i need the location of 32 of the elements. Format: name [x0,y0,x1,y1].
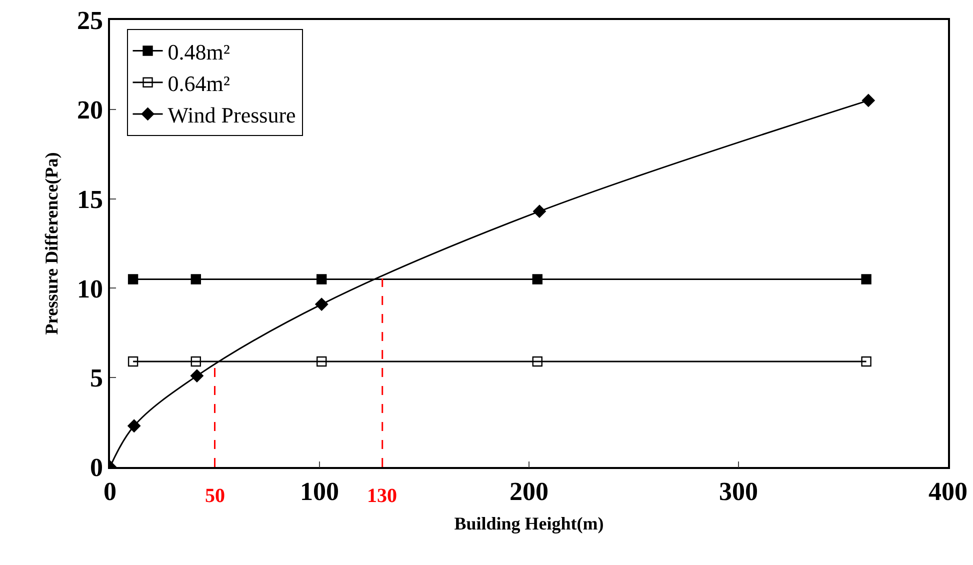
point [533,204,546,218]
point [861,274,872,284]
point [128,419,141,432]
point [315,298,328,311]
y-axis-title: Pressure Difference(Pa) [42,152,62,335]
x-axis-title: Building Height(m) [454,514,604,534]
legend-label: Wind Pressure [168,102,296,128]
ref-line-label: 130 [367,485,397,507]
point [316,274,327,284]
point [862,94,875,107]
point [532,274,542,284]
point [190,274,201,284]
point [532,356,542,367]
y-tick-label: 0 [90,453,104,482]
ref-line-label: 50 [205,485,225,507]
y-tick-label: 25 [77,6,104,36]
x-tick-label: 300 [719,476,758,506]
point [861,356,872,367]
y-tick-label: 15 [77,184,104,214]
y-tick-label: 10 [77,274,104,304]
x-tick-label: 100 [300,476,339,506]
point [190,369,204,382]
x-tick-label: 200 [510,476,548,506]
x-tick-label: 400 [928,476,968,506]
point [128,274,138,284]
point [128,356,138,367]
legend-label: 0.48m² [168,39,230,64]
y-tick-label: 20 [77,96,104,124]
point [190,356,201,367]
legend-label: 0.64m² [168,70,230,96]
y-tick-label: 5 [90,364,104,393]
point [316,356,327,367]
